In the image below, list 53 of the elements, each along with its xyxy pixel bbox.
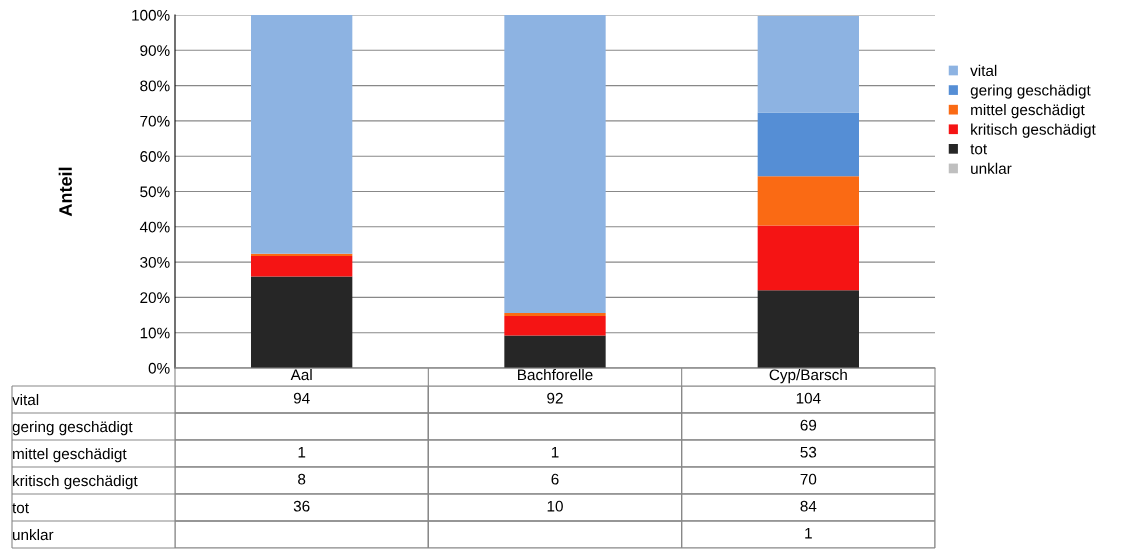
- y-tick-label: kritisch geschädigt: [13, 474, 138, 490]
- legend-label: gering geschädigt: [970, 84, 1091, 99]
- y-tick-label: 90%: [140, 45, 170, 56]
- y-tick-label: 10%: [140, 327, 170, 339]
- bar: [757, 225, 859, 291]
- y-tick-label: 60%: [140, 151, 170, 162]
- y-tick-label: tot: [12, 503, 29, 514]
- bar: [504, 15, 606, 313]
- data-label: 8: [298, 473, 306, 485]
- y-tick-label: 20%: [140, 292, 170, 304]
- x-tick-label: Aal: [290, 368, 312, 381]
- data-label: 10: [547, 500, 563, 512]
- y-tick-label: 50%: [140, 186, 170, 198]
- legend-label: mittel geschädigt: [971, 103, 1085, 119]
- data-label: 84: [800, 500, 817, 512]
- bar: [251, 276, 353, 368]
- y-tick-label: 70%: [140, 115, 170, 127]
- y-tick-label: 40%: [139, 221, 170, 233]
- data-label: 104: [796, 392, 821, 404]
- legend-label: kritisch geschädigt: [971, 123, 1096, 138]
- y-tick-label: vital: [12, 393, 39, 406]
- legend-label: vital: [970, 64, 997, 77]
- legend-label: unklar: [971, 162, 1012, 174]
- bar: [251, 256, 353, 277]
- y-tick-label: 30%: [140, 256, 170, 268]
- bar: [504, 312, 606, 317]
- data-label: 1: [551, 446, 559, 458]
- bar: [504, 316, 606, 336]
- data-label: 6: [551, 473, 559, 485]
- data-label: 69: [800, 419, 817, 431]
- data-label: 92: [547, 392, 563, 404]
- y-tick-label: 80%: [140, 80, 170, 92]
- data-label: 36: [293, 500, 310, 512]
- bar: [251, 15, 353, 254]
- y-tick-label: gering geschädigt: [12, 420, 133, 436]
- legend-label: tot: [970, 144, 988, 155]
- y-tick-label: mittel geschädigt: [13, 447, 127, 463]
- y-tick-label: unklar: [12, 528, 54, 541]
- y-axis-title: Anteil: [58, 167, 72, 217]
- x-tick-label: Cyp/Barsch: [769, 368, 847, 384]
- data-label: 94: [293, 392, 310, 404]
- bar: [757, 16, 859, 113]
- bar: [757, 112, 859, 177]
- data-label: 53: [800, 446, 817, 458]
- bar: [757, 176, 859, 226]
- y-tick-label: 0%: [148, 362, 170, 374]
- y-tick-label: 100%: [132, 9, 170, 21]
- x-tick-label: Bachforelle: [518, 368, 593, 381]
- data-label: 1: [298, 446, 306, 458]
- bar: [757, 290, 859, 368]
- data-label: 70: [800, 473, 817, 485]
- bar: [504, 335, 606, 368]
- data-label: 1: [805, 527, 812, 539]
